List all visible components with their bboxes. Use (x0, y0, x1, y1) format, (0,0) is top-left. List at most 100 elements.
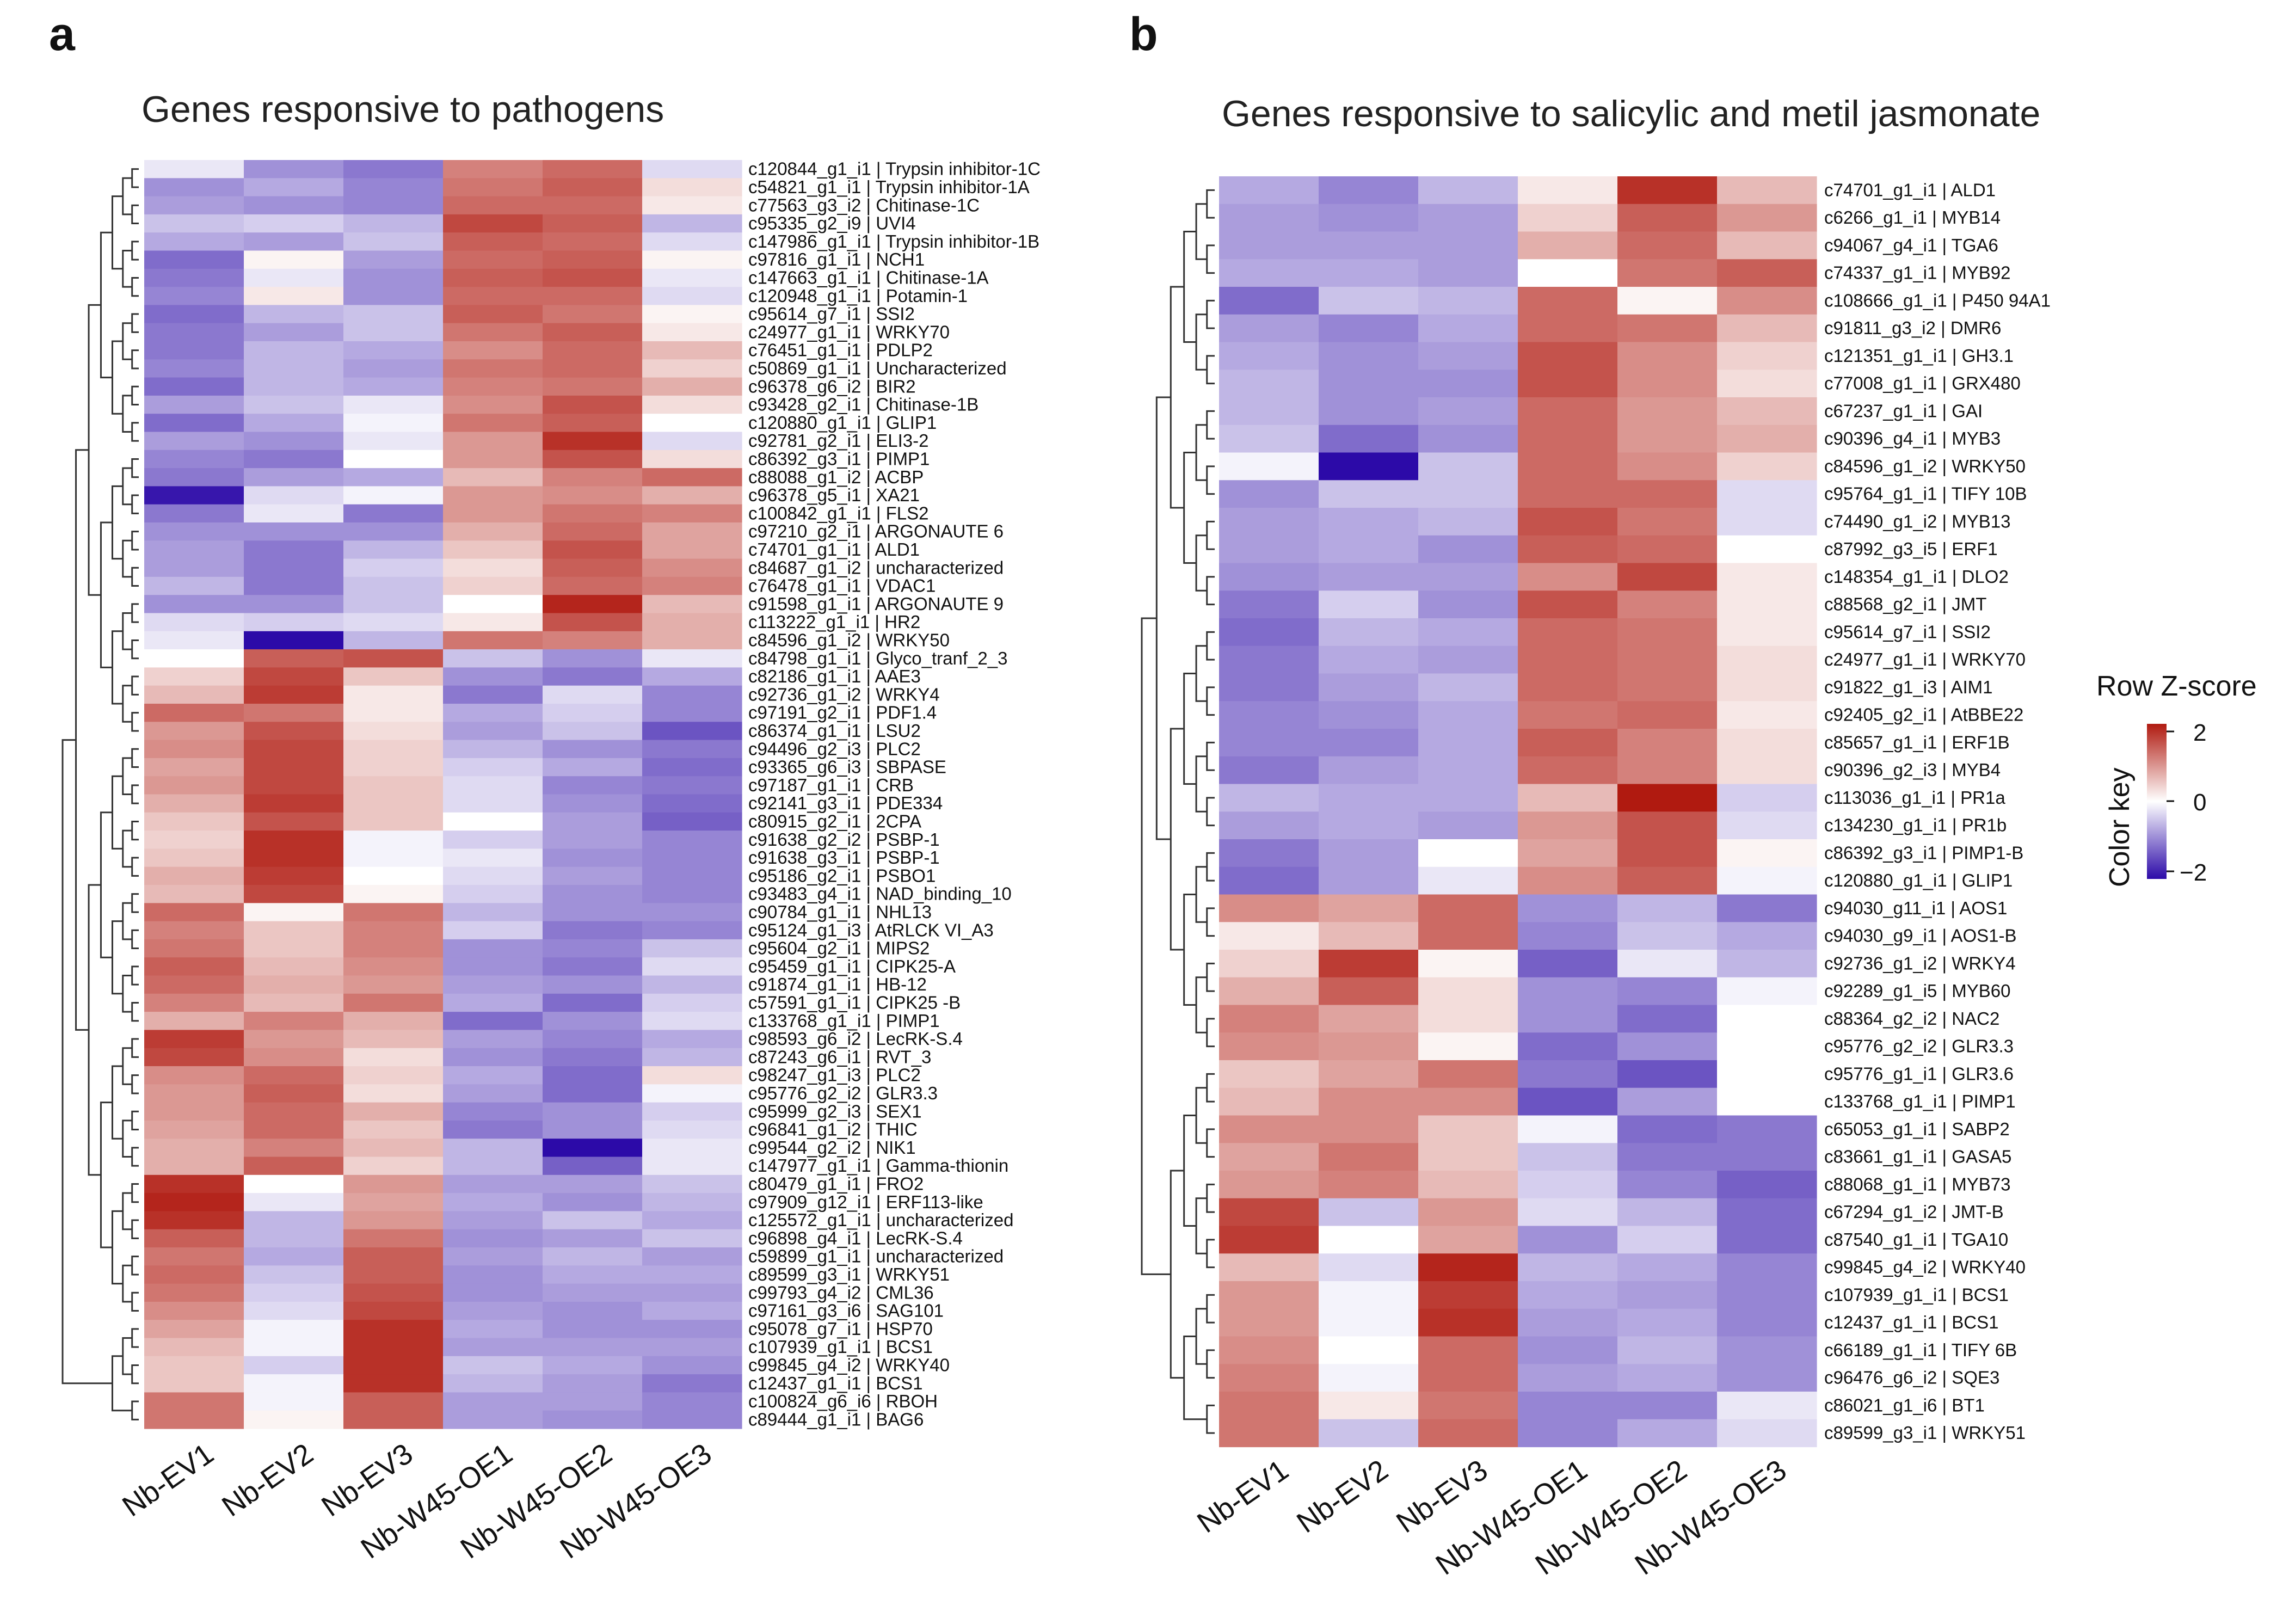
heatmap-cell (543, 1356, 643, 1375)
row-label: c59899_g1_i1 | uncharacterized (748, 1246, 1004, 1266)
heatmap-cell (1319, 452, 1419, 481)
heatmap-cell (1418, 977, 1518, 1006)
heatmap-cell (1518, 977, 1618, 1006)
heatmap-cell (1717, 977, 1817, 1006)
row-label: c12437_g1_i1 | BCS1 (748, 1373, 922, 1393)
row-label: c93365_g6_i3 | SBPASE (748, 757, 946, 777)
row-label: c92405_g2_i1 | AtBBE22 (1824, 705, 2023, 725)
heatmap-cell (244, 613, 344, 632)
heatmap-cell (1717, 563, 1817, 591)
heatmap-cell (343, 1392, 444, 1411)
heatmap-cell (1518, 645, 1618, 674)
heatmap-cell (1319, 370, 1419, 398)
heatmap-cell (144, 558, 244, 577)
heatmap-cell (642, 196, 742, 215)
row-label: c84596_g1_i2 | WRKY50 (748, 630, 950, 650)
heatmap-cell (244, 1084, 344, 1103)
dendrogram-branch (1206, 355, 1215, 385)
heatmap-cell (443, 1157, 543, 1176)
heatmap-cell (443, 268, 543, 287)
heatmap-cell (1518, 590, 1618, 619)
heatmap-cell (642, 341, 742, 360)
dendrogram-branch (1206, 907, 1215, 937)
heatmap-cell (343, 776, 444, 795)
row-label: c107939_g1_i1 | BCS1 (1824, 1284, 2009, 1305)
dendrogram-branch (122, 757, 132, 795)
row-label: c95776_g1_i1 | GLR3.6 (1824, 1063, 2014, 1084)
heatmap-cell (1717, 1005, 1817, 1033)
heatmap-cell (443, 1030, 543, 1049)
heatmap-cell (1518, 701, 1618, 729)
row-label: c97210_g2_i1 | ARGONAUTE 6 (748, 521, 1004, 542)
heatmap-cell (642, 359, 742, 378)
heatmap-cell (443, 395, 543, 414)
heatmap-cell (1319, 950, 1419, 978)
column-label: Nb-EV1 (1191, 1454, 1294, 1540)
heatmap-cell (144, 1048, 244, 1067)
heatmap-cell (1418, 729, 1518, 757)
heatmap-cell (642, 1048, 742, 1067)
heatmap-cell (244, 486, 344, 505)
row-label: c134230_g1_i1 | PR1b (1824, 815, 2007, 835)
heatmap-cell (543, 649, 643, 668)
heatmap-cell (1418, 176, 1518, 205)
heatmap-cell (543, 595, 643, 614)
heatmap-cell (343, 196, 444, 215)
heatmap-cell (1518, 204, 1618, 232)
heatmap-cell (1617, 784, 1718, 812)
dendrogram-branch (131, 639, 139, 660)
heatmap-cell (144, 1084, 244, 1103)
heatmap-cell (1617, 1336, 1718, 1364)
panel-b-row-labels: c74701_g1_i1 | ALD1 c6266_g1_i1 | MYB14 c9… (1824, 180, 2051, 1443)
row-label: c91638_g2_i2 | PSBP-1 (748, 829, 940, 850)
heatmap-cell (1219, 1364, 1319, 1392)
heatmap-cell (343, 323, 444, 342)
heatmap-cell (443, 1066, 543, 1085)
heatmap-cell (642, 957, 742, 976)
heatmap-cell (642, 250, 742, 269)
heatmap-cell (1219, 342, 1319, 370)
heatmap-cell (543, 685, 643, 704)
heatmap-cell (642, 722, 742, 741)
heatmap-cell (443, 1410, 543, 1429)
heatmap-cell (1418, 1392, 1518, 1420)
heatmap-cell (343, 486, 444, 505)
heatmap-cell (244, 685, 344, 704)
row-label: c95604_g2_i1 | MIPS2 (748, 938, 930, 958)
heatmap-cell (443, 1247, 543, 1266)
heatmap-cell (1617, 1087, 1718, 1116)
heatmap-cell (1518, 1308, 1618, 1337)
color-key-title: Row Z-score (2096, 670, 2257, 702)
heatmap-cell (642, 1211, 742, 1230)
heatmap-cell (1319, 480, 1419, 508)
heatmap-cell (343, 921, 444, 940)
dendrogram-branch (1183, 231, 1197, 343)
heatmap-cell (343, 595, 444, 614)
heatmap-cell (244, 740, 344, 759)
heatmap-cell (1518, 452, 1618, 481)
panel-b-row-dendrogram (1141, 189, 1215, 1434)
heatmap-cell (543, 540, 643, 559)
heatmap-cell (642, 1120, 742, 1139)
heatmap-cell (642, 921, 742, 940)
heatmap-cell (1418, 950, 1518, 978)
row-label: c94030_g11_i1 | AOS1 (1824, 898, 2007, 918)
heatmap-cell (144, 1211, 244, 1230)
heatmap-cell (1717, 866, 1817, 895)
heatmap-cell (343, 450, 444, 469)
heatmap-cell (642, 758, 742, 777)
heatmap-cell (543, 450, 643, 469)
heatmap-cell (642, 1066, 742, 1085)
row-label: c95776_g2_i2 | GLR3.3 (748, 1083, 938, 1103)
heatmap-cell (144, 667, 244, 686)
heatmap-cell (1717, 894, 1817, 922)
heatmap-cell (443, 1048, 543, 1067)
heatmap-cell (1717, 1419, 1817, 1448)
panel-a-heatmap (144, 160, 742, 1429)
heatmap-cell (642, 903, 742, 922)
heatmap-cell (144, 812, 244, 831)
heatmap-cell (343, 1301, 444, 1320)
heatmap-cell (343, 1030, 444, 1049)
heatmap-cell (1418, 287, 1518, 315)
heatmap-cell (244, 432, 344, 451)
